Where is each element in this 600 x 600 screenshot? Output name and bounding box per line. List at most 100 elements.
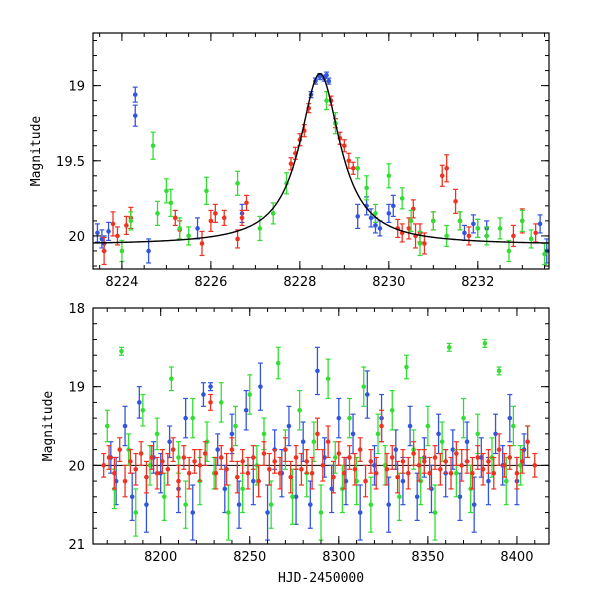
- data-point: [202, 451, 208, 456]
- data-point: [186, 470, 192, 476]
- data-point: [496, 368, 502, 374]
- data-point: [176, 478, 181, 484]
- data-point: [365, 392, 370, 397]
- y-tick-label: 18: [68, 302, 85, 317]
- x-tick-label: 8232: [461, 275, 494, 290]
- data-point: [137, 400, 142, 405]
- data-point: [528, 236, 534, 242]
- data-point: [325, 439, 331, 445]
- data-point: [297, 407, 302, 413]
- x-tick-label: 8350: [411, 550, 444, 565]
- data-point: [444, 165, 449, 171]
- data-point: [199, 241, 205, 246]
- data-point: [325, 376, 331, 382]
- top-plot-area: [93, 71, 549, 266]
- data-point: [350, 431, 356, 437]
- data-point: [270, 211, 276, 216]
- data-point: [119, 248, 125, 254]
- data-point: [519, 459, 525, 464]
- data-point: [503, 478, 509, 484]
- data-point: [128, 459, 133, 464]
- data-point: [183, 415, 188, 421]
- data-point: [450, 447, 456, 452]
- data-point: [300, 439, 306, 445]
- series-0: [94, 71, 549, 264]
- data-point: [186, 233, 191, 239]
- data-point: [393, 447, 399, 452]
- data-point: [95, 230, 100, 236]
- bottom-axes: 8200 8250 8300 8350 8400 18 19 20 21: [68, 302, 549, 565]
- data-point: [364, 185, 369, 191]
- data-point: [446, 345, 452, 350]
- data-point: [106, 455, 112, 460]
- data-point: [411, 451, 416, 456]
- series-2: [119, 91, 548, 266]
- data-point: [208, 400, 213, 405]
- data-point: [140, 407, 146, 413]
- data-point: [304, 459, 310, 464]
- data-point: [150, 143, 156, 149]
- data-point: [104, 423, 110, 429]
- data-point: [347, 415, 352, 421]
- data-point: [507, 455, 513, 460]
- data-point: [395, 474, 400, 480]
- data-point: [226, 510, 231, 515]
- data-point: [177, 226, 183, 231]
- data-point: [173, 215, 178, 221]
- data-point: [245, 470, 251, 476]
- data-point: [438, 466, 443, 472]
- data-point: [386, 211, 392, 216]
- data-point: [373, 223, 378, 228]
- data-point: [233, 423, 238, 429]
- data-point: [368, 459, 374, 464]
- data-point: [197, 463, 203, 468]
- data-point: [480, 466, 486, 472]
- data-point: [400, 459, 406, 464]
- data-point: [400, 478, 406, 484]
- data-point: [514, 470, 520, 476]
- data-point: [502, 463, 507, 468]
- data-point: [347, 455, 352, 460]
- data-point: [537, 221, 543, 227]
- data-point: [511, 423, 516, 429]
- data-point: [414, 494, 420, 500]
- data-point: [471, 502, 477, 507]
- x-tick-label: 8300: [322, 550, 355, 565]
- data-point: [408, 218, 414, 224]
- data-point: [235, 181, 240, 186]
- data-point: [119, 348, 124, 354]
- data-point: [332, 455, 338, 460]
- data-point: [379, 423, 384, 429]
- data-point: [239, 215, 245, 221]
- data-point: [342, 143, 347, 149]
- data-point: [195, 226, 200, 231]
- data-point: [355, 214, 361, 219]
- data-point: [240, 459, 245, 464]
- data-point: [486, 459, 491, 464]
- bottom-y-axis-label: Magnitude: [41, 391, 56, 462]
- data-point: [190, 415, 196, 421]
- data-point: [308, 502, 313, 507]
- data-point: [190, 510, 196, 515]
- data-point: [439, 173, 445, 179]
- data-point: [324, 72, 329, 78]
- data-point: [181, 455, 187, 460]
- top-plot-frame: [92, 32, 550, 270]
- x-tick-label: 8224: [105, 275, 138, 290]
- data-point: [461, 415, 466, 421]
- data-point: [224, 466, 229, 472]
- data-point: [244, 200, 249, 206]
- data-point: [218, 400, 224, 405]
- model-fit-curve: [93, 72, 549, 244]
- data-point: [176, 455, 181, 460]
- data-point: [405, 470, 411, 476]
- data-point: [192, 459, 197, 464]
- data-point: [377, 226, 383, 231]
- data-point: [106, 229, 111, 234]
- data-point: [170, 447, 176, 452]
- data-point: [507, 415, 513, 421]
- y-tick-label: 19: [68, 381, 85, 396]
- data-point: [218, 455, 224, 460]
- data-point: [462, 230, 467, 236]
- series-2: [101, 393, 538, 498]
